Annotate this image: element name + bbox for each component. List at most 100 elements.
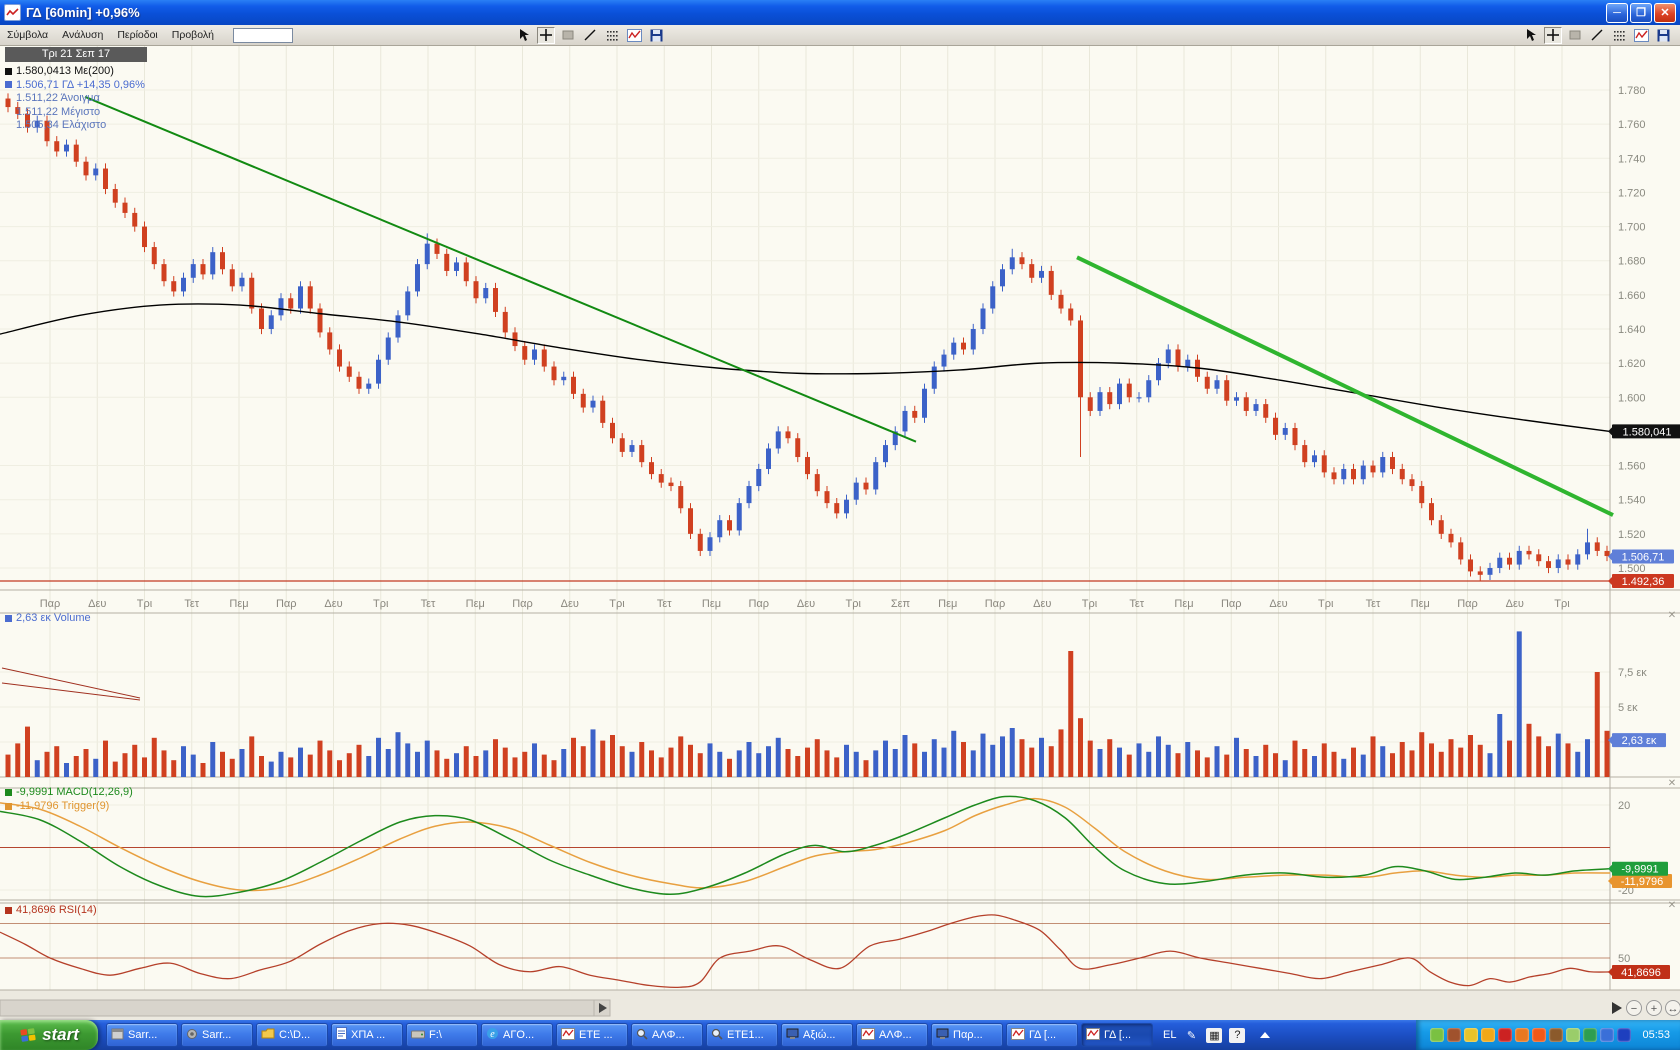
tray-icon-5[interactable] xyxy=(1498,1028,1513,1042)
zoom-in-button[interactable] xyxy=(1646,1000,1662,1016)
chart-icon xyxy=(1086,1027,1100,1043)
taskbar-task-14[interactable]: ΓΔ [... xyxy=(1081,1023,1153,1047)
pen-icon[interactable]: ✎ xyxy=(1186,1029,1197,1042)
axis-tick-label: Τετ xyxy=(421,598,436,610)
axis-tick-label: Παρ xyxy=(985,598,1006,610)
help-icon[interactable]: ? xyxy=(1229,1027,1246,1043)
dotted-grid-tool-icon[interactable] xyxy=(1610,27,1628,44)
fit-width-button[interactable] xyxy=(1665,1000,1680,1016)
save-tool-icon[interactable] xyxy=(1654,27,1672,44)
keyboard-icon[interactable]: ▦ xyxy=(1206,1027,1223,1043)
save-tool-icon[interactable] xyxy=(647,27,665,44)
language-indicator[interactable]: EL xyxy=(1163,1029,1177,1041)
axis-tick-label: 1.720 xyxy=(1618,187,1646,199)
axis-tick-label: 50 xyxy=(1618,953,1630,965)
taskbar-task-8[interactable]: ΑΛΦ... xyxy=(631,1023,703,1047)
tray-icon-1[interactable] xyxy=(1430,1028,1445,1042)
window-title: ΓΔ [60min] +0,96% xyxy=(26,5,140,20)
region-select-tool-icon[interactable] xyxy=(1566,27,1584,44)
axis-tick-label: Σεπ xyxy=(891,598,911,610)
chart-window-tool-icon[interactable] xyxy=(1632,27,1650,44)
tray-icon-11[interactable] xyxy=(1600,1028,1615,1042)
task-buttons: Sarr... Sarr... C:\D... ΧΠΑ ... F:\ e ΑΓΟ... ΕΤ… xyxy=(106,1023,1153,1047)
menu-analysis[interactable]: Ανάλυση xyxy=(62,29,104,41)
trendline-tool-icon[interactable] xyxy=(1588,27,1606,44)
tray-icon-7[interactable] xyxy=(1532,1028,1547,1042)
axis-tick-label: 1.500 xyxy=(1618,563,1646,575)
taskbar-task-7[interactable]: ΕΤΕ ... xyxy=(556,1023,628,1047)
tray-icon-4[interactable] xyxy=(1481,1028,1496,1042)
menu-periods[interactable]: Περίοδοι xyxy=(117,29,158,41)
taskbar-task-10[interactable]: Αξιώ... xyxy=(781,1023,853,1047)
axis-tick-label: Πεμ xyxy=(702,598,721,610)
axis-tick-label: Παρ xyxy=(748,598,769,610)
tray-icon-9[interactable] xyxy=(1566,1028,1581,1042)
window-titlebar: ΓΔ [60min] +0,96% ─ ❐ ✕ xyxy=(0,0,1680,25)
tray-icon-2[interactable] xyxy=(1447,1028,1462,1042)
axis-tick-label: 1.600 xyxy=(1618,392,1646,404)
hscroll-thumb[interactable] xyxy=(0,999,595,1017)
taskbar-task-4[interactable]: ΧΠΑ ... xyxy=(331,1023,403,1047)
axis-tick-label: Τρι xyxy=(1318,598,1334,610)
menu-view[interactable]: Προβολή xyxy=(171,29,214,41)
taskbar-task-3[interactable]: C:\D... xyxy=(256,1023,328,1047)
ie-icon: e xyxy=(486,1027,499,1043)
crosshair-tool-icon[interactable] xyxy=(1544,26,1562,44)
taskbar-task-1[interactable]: Sarr... xyxy=(106,1023,178,1047)
taskbar-task-2[interactable]: Sarr... xyxy=(181,1023,253,1047)
taskbar-task-12[interactable]: Παρ... xyxy=(931,1023,1003,1047)
zoom-out-button[interactable] xyxy=(1626,1000,1642,1016)
close-rsi-panel-button[interactable]: ✕ xyxy=(1668,900,1676,911)
taskbar-task-13[interactable]: ΓΔ [... xyxy=(1006,1023,1078,1047)
chart-icon xyxy=(861,1027,875,1043)
candlestick-series xyxy=(5,93,1610,581)
cursor-tool-icon[interactable] xyxy=(515,27,533,44)
crosshair-tool-icon[interactable] xyxy=(537,26,555,44)
axis-tick-label: Τετ xyxy=(184,598,199,610)
region-select-tool-icon[interactable] xyxy=(559,27,577,44)
taskbar: start Sarr... Sarr... C:\D... ΧΠΑ ... F:\ e ΑΓ… xyxy=(0,1020,1680,1050)
cursor-tool-icon[interactable] xyxy=(1522,27,1540,44)
axis-value-badge: 2,63 εκ xyxy=(1608,733,1666,748)
volume-annotation-line[interactable] xyxy=(1,682,141,701)
tray-icon-6[interactable] xyxy=(1515,1028,1530,1042)
dotted-grid-tool-icon[interactable] xyxy=(603,27,621,44)
trendline-2[interactable] xyxy=(1076,255,1614,517)
close-volume-panel-button[interactable]: ✕ xyxy=(1668,610,1676,621)
window-icon xyxy=(111,1028,124,1043)
volume-annotation-line[interactable] xyxy=(1,667,141,699)
close-button[interactable]: ✕ xyxy=(1654,2,1676,23)
ma-legend-swatch xyxy=(5,67,12,75)
restore-button[interactable]: ❐ xyxy=(1630,2,1652,23)
scroll-step-right-icon[interactable] xyxy=(1612,1002,1622,1014)
taskbar-task-9[interactable]: ΕΤΕ1... xyxy=(706,1023,778,1047)
taskbar-task-6[interactable]: e ΑΓΟ... xyxy=(481,1023,553,1047)
axis-tick-label: -9,9991 xyxy=(1621,864,1658,876)
taskbar-task-11[interactable]: ΑΛΦ... xyxy=(856,1023,928,1047)
tray-icon-3[interactable] xyxy=(1464,1028,1479,1042)
right-arrow-icon xyxy=(599,1003,607,1013)
chart-area: 1.780 1.760 1.740 1.720 1.700 1.680 1.660 1.640… xyxy=(0,46,1680,1020)
chart-window-tool-icon[interactable] xyxy=(625,27,643,44)
axis-tick-label: 1.620 xyxy=(1618,358,1646,370)
menu-symbols[interactable]: Σύμβολα xyxy=(7,29,49,41)
axis-tick-label: Τετ xyxy=(1366,598,1381,610)
vertical-gridlines xyxy=(0,46,1610,990)
tray-icon-10[interactable] xyxy=(1583,1028,1598,1042)
trendline-1[interactable] xyxy=(84,95,917,443)
close-macd-panel-button[interactable]: ✕ xyxy=(1668,778,1676,789)
symbol-input[interactable] xyxy=(232,27,293,43)
language-zone: EL ✎ ▦ ? xyxy=(1163,1027,1271,1043)
chart-canvas[interactable]: 1.780 1.760 1.740 1.720 1.700 1.680 1.660 1.640… xyxy=(0,46,1680,1020)
axis-tick-label: 1.560 xyxy=(1618,461,1646,473)
show-hidden-icons-chevron[interactable] xyxy=(1260,1032,1271,1038)
taskbar-task-5[interactable]: F:\ xyxy=(406,1023,478,1047)
minimize-button[interactable]: ─ xyxy=(1606,2,1628,23)
ma200-line xyxy=(0,303,1611,433)
axis-tick-label: 1.780 xyxy=(1618,85,1646,97)
start-button[interactable]: start xyxy=(0,1020,98,1050)
axis-tick-label: − xyxy=(1631,1003,1637,1015)
tray-icon-8[interactable] xyxy=(1549,1028,1564,1042)
trendline-tool-icon[interactable] xyxy=(581,27,599,44)
tray-icon-12[interactable] xyxy=(1617,1028,1632,1042)
